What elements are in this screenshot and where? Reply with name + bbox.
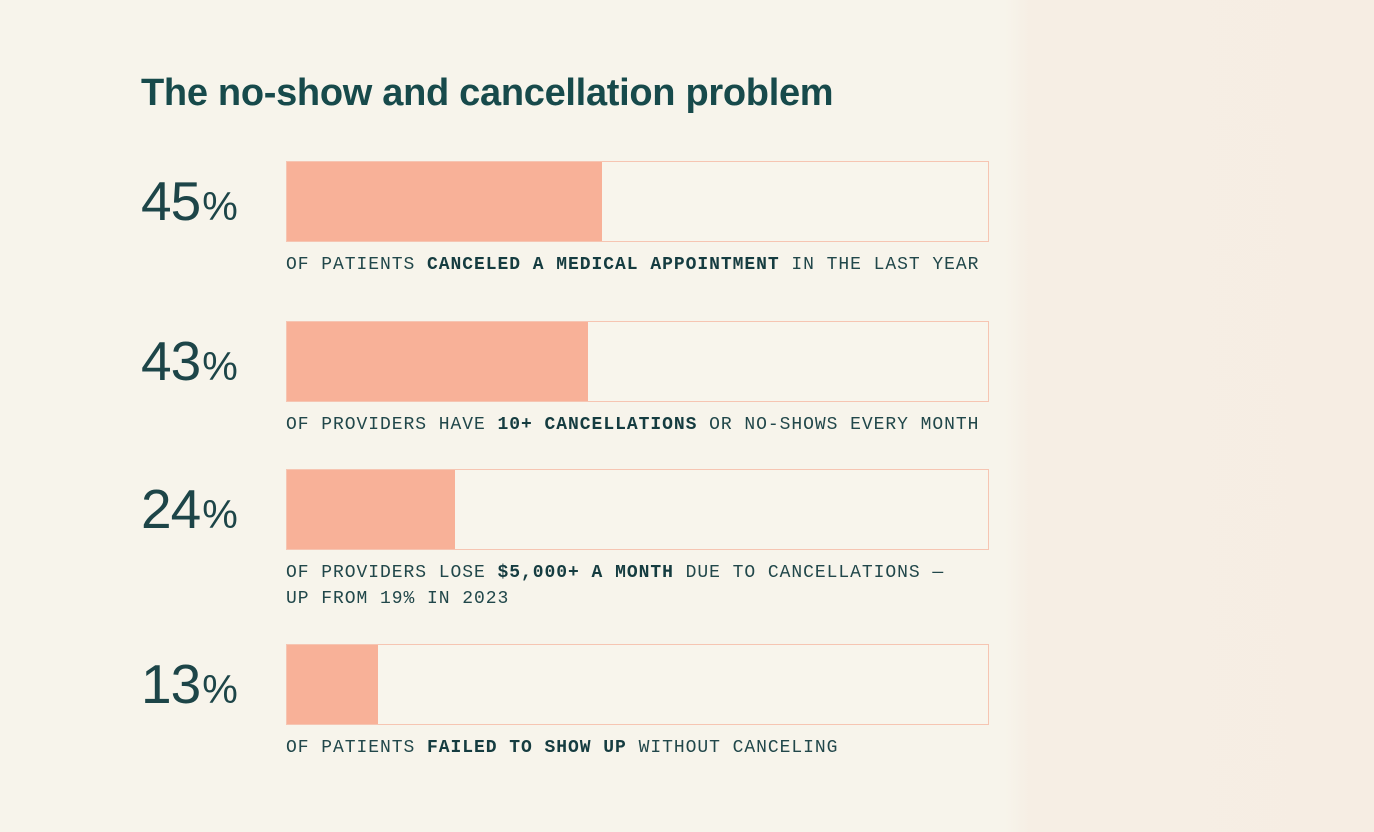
- stat-number: 45: [141, 170, 201, 232]
- percent-symbol: %: [202, 185, 238, 229]
- caption-line: UP FROM 19% IN 2023: [286, 586, 944, 612]
- caption-text: WITHOUT CANCELING: [626, 738, 839, 758]
- bar-track: [286, 321, 989, 402]
- caption-emphasis: FAILED TO SHOW UP: [427, 738, 627, 758]
- bar-fill: [287, 322, 589, 401]
- bar-track: [286, 161, 989, 242]
- caption-text: UP FROM 19% IN 2023: [286, 589, 510, 609]
- caption-text: OF PROVIDERS LOSE: [286, 563, 498, 583]
- caption-text: OF PATIENTS: [286, 255, 428, 275]
- bar-fill: [287, 470, 456, 549]
- caption-line: OF PROVIDERS HAVE 10+ CANCELLATIONS OR N…: [286, 412, 979, 438]
- percent-symbol: %: [202, 493, 238, 537]
- bar-fill: [287, 162, 603, 241]
- stat-number: 13: [141, 653, 201, 715]
- stat-caption: OF PROVIDERS HAVE 10+ CANCELLATIONS OR N…: [286, 412, 979, 438]
- stat-value: 24%: [141, 477, 238, 541]
- stat-value: 43%: [141, 329, 238, 393]
- bar-track: [286, 644, 989, 725]
- caption-emphasis: 10+ CANCELLATIONS: [497, 415, 698, 435]
- caption-text: DUE TO CANCELLATIONS —: [673, 563, 945, 583]
- stat-caption: OF PATIENTS FAILED TO SHOW UP WITHOUT CA…: [286, 735, 838, 761]
- bar-fill: [287, 645, 379, 724]
- caption-emphasis: $5,000+ A MONTH: [497, 563, 674, 583]
- stat-value: 13%: [141, 652, 238, 716]
- caption-text: OF PATIENTS: [286, 738, 428, 758]
- bar-track: [286, 469, 989, 550]
- percent-symbol: %: [202, 668, 238, 712]
- caption-line: OF PATIENTS FAILED TO SHOW UP WITHOUT CA…: [286, 735, 838, 761]
- stat-value: 45%: [141, 169, 238, 233]
- chart-title: The no-show and cancellation problem: [141, 72, 834, 114]
- caption-text: OR NO-SHOWS EVERY MONTH: [697, 415, 980, 435]
- caption-line: OF PROVIDERS LOSE $5,000+ A MONTH DUE TO…: [286, 560, 944, 586]
- percent-symbol: %: [202, 345, 238, 389]
- stat-number: 43: [141, 330, 201, 392]
- caption-text: IN THE LAST YEAR: [779, 255, 980, 275]
- caption-emphasis: CANCELED A MEDICAL APPOINTMENT: [427, 255, 780, 275]
- stat-caption: OF PROVIDERS LOSE $5,000+ A MONTH DUE TO…: [286, 560, 944, 612]
- stat-caption: OF PATIENTS CANCELED A MEDICAL APPOINTME…: [286, 252, 979, 278]
- caption-text: OF PROVIDERS HAVE: [286, 415, 498, 435]
- caption-line: OF PATIENTS CANCELED A MEDICAL APPOINTME…: [286, 252, 979, 278]
- stat-number: 24: [141, 478, 201, 540]
